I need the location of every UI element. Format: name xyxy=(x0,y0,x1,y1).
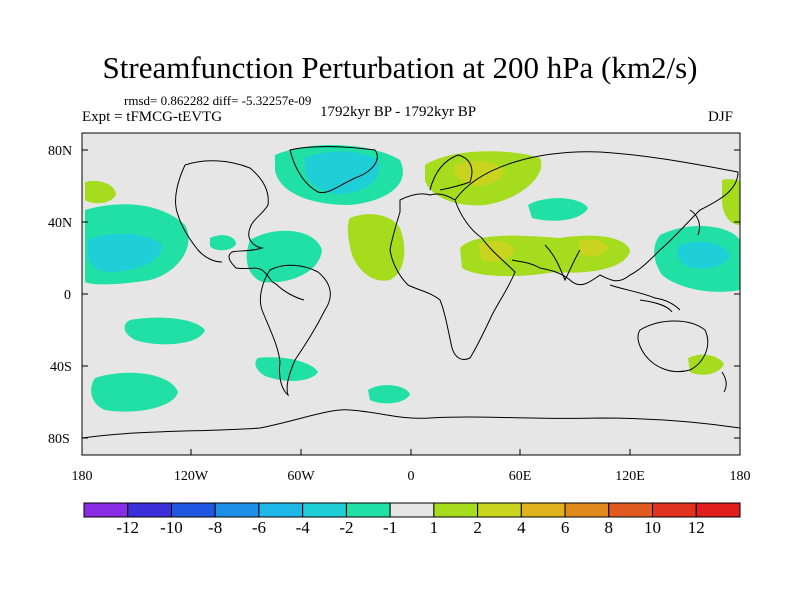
anomaly-region xyxy=(210,235,236,251)
lon-label: 180 xyxy=(72,469,93,484)
colorbar-swatch xyxy=(389,502,435,518)
anomaly-region xyxy=(85,180,116,204)
colorbar-swatch xyxy=(564,502,610,518)
season-label: DJF xyxy=(708,109,734,125)
colorbar-swatch xyxy=(127,502,172,518)
lat-labels: 80N 40N 0 40S 80S xyxy=(48,144,72,447)
anomaly-region xyxy=(88,233,163,272)
anomaly-region xyxy=(528,198,588,221)
colorbar-swatch xyxy=(520,502,566,518)
anomaly-region xyxy=(246,230,322,283)
anomaly-region xyxy=(124,317,205,345)
colorbar-swatch xyxy=(477,502,522,518)
colorbar-swatch xyxy=(214,502,260,518)
anomaly-region xyxy=(255,357,318,381)
colorbar-swatch xyxy=(170,502,216,518)
colorbar-swatch xyxy=(608,502,654,518)
colorbar-label: 12 xyxy=(688,518,705,537)
anomaly-region xyxy=(677,241,730,269)
colorbar-label: 8 xyxy=(605,518,614,537)
colorbar-swatch xyxy=(83,502,129,518)
anomaly-region xyxy=(91,372,178,412)
lat-label: 40S xyxy=(50,360,72,375)
anomaly-region xyxy=(578,239,608,256)
colorbar-label: -6 xyxy=(252,518,266,537)
lat-label: 40N xyxy=(48,216,72,231)
plot-title: Streamfunction Perturbation at 200 hPa (… xyxy=(102,50,698,85)
lon-label: 60W xyxy=(287,469,315,484)
colorbar-label: -12 xyxy=(116,518,139,537)
colorbar xyxy=(83,502,741,518)
colorbar-label: 1 xyxy=(430,518,439,537)
lon-labels: 180 120W 60W 0 60E 120E 180 xyxy=(72,469,751,484)
anomaly-region xyxy=(305,151,380,194)
anomaly-region xyxy=(688,354,724,375)
lon-label: 60E xyxy=(509,469,532,484)
colorbar-label: -8 xyxy=(208,518,222,537)
colorbar-label: -10 xyxy=(160,518,183,537)
map-background xyxy=(82,133,740,455)
anomaly-region xyxy=(347,214,405,281)
colorbar-swatch xyxy=(652,502,697,518)
stats-text: rmsd= 0.862282 diff= -5.32257e-09 xyxy=(124,93,312,108)
coastlines xyxy=(81,146,741,439)
anomaly-region xyxy=(368,385,410,404)
colorbar-swatch xyxy=(345,502,391,518)
perturbation-fields xyxy=(85,144,740,412)
colorbar-label: -2 xyxy=(339,518,353,537)
colorbar-label: -4 xyxy=(296,518,311,537)
anomaly-region xyxy=(454,160,505,186)
lat-label: 80N xyxy=(48,144,72,159)
colorbar-labels: -12 -10 -8 -6 -4 -2 -1 1 2 4 6 8 10 12 xyxy=(116,518,704,537)
colorbar-label: 2 xyxy=(473,518,482,537)
lat-label: 80S xyxy=(48,432,70,447)
axis-ticks xyxy=(81,149,741,455)
lon-label: 0 xyxy=(408,469,415,484)
lon-label: 180 xyxy=(730,469,751,484)
colorbar-swatch xyxy=(695,502,741,518)
colorbar-swatch xyxy=(258,502,304,518)
period-label: 1792kyr BP - 1792kyr BP xyxy=(320,104,477,120)
lon-label: 120W xyxy=(174,469,209,484)
colorbar-label: 4 xyxy=(517,518,526,537)
lon-label: 120E xyxy=(615,469,645,484)
experiment-label: Expt = tFMCG-tEVTG xyxy=(82,109,223,125)
lat-label: 0 xyxy=(64,288,71,303)
colorbar-swatch xyxy=(433,502,479,518)
anomaly-region xyxy=(722,179,740,225)
colorbar-label: -1 xyxy=(383,518,397,537)
colorbar-swatch xyxy=(302,502,347,518)
colorbar-label: 10 xyxy=(644,518,661,537)
colorbar-label: 6 xyxy=(561,518,570,537)
anomaly-region xyxy=(478,240,515,262)
